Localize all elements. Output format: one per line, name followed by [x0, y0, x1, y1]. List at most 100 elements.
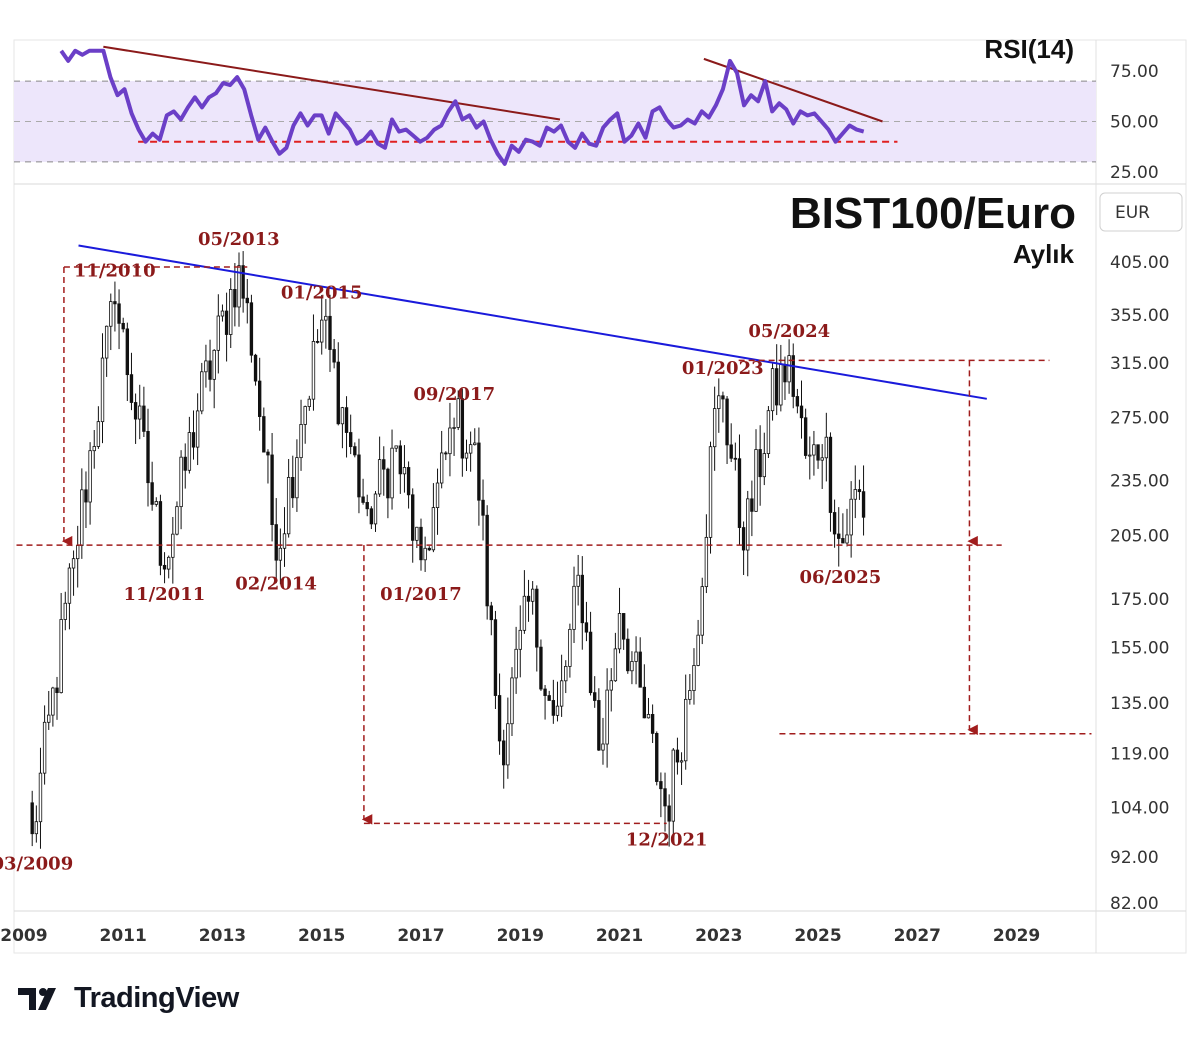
candle — [613, 632, 618, 682]
candle — [473, 428, 477, 446]
price-tick-label: 135.00 — [1110, 694, 1169, 714]
candle — [427, 546, 431, 552]
candle-body — [837, 533, 841, 539]
candle — [812, 430, 816, 476]
tradingview-brand[interactable]: TradingView — [18, 982, 239, 1015]
candle-body — [286, 477, 291, 535]
candle-body — [456, 398, 460, 428]
candle — [229, 278, 233, 349]
candle — [601, 717, 605, 765]
candle-body — [411, 494, 415, 541]
candle-body — [684, 698, 688, 762]
candle-body — [427, 547, 431, 551]
candle-body — [584, 622, 589, 633]
candle-body — [551, 700, 556, 716]
price-tick-label: 155.00 — [1110, 638, 1169, 658]
candle-body — [634, 651, 638, 662]
candle — [348, 414, 353, 455]
candle-body — [76, 545, 80, 560]
candle-body — [133, 402, 138, 420]
candle-body — [224, 310, 229, 335]
candle-body — [291, 477, 295, 499]
candle — [109, 293, 113, 351]
candle-body — [96, 421, 101, 447]
candle-body — [59, 619, 63, 694]
candle — [684, 674, 688, 770]
candle — [448, 402, 452, 477]
candle — [303, 405, 307, 444]
candle-body — [468, 444, 473, 454]
candle — [551, 679, 556, 724]
candle — [725, 396, 729, 465]
candle-body — [121, 322, 125, 330]
candle-body — [315, 341, 320, 343]
candle — [121, 317, 125, 333]
candle-body — [187, 432, 192, 471]
candle — [861, 465, 866, 536]
candle-body — [700, 586, 704, 636]
rsi-tick-label: 50.00 — [1110, 113, 1159, 133]
candle-body — [55, 687, 59, 694]
candle — [663, 772, 667, 832]
candle-body — [253, 354, 258, 382]
time-tick-label: 2029 — [993, 926, 1040, 946]
candle-body — [109, 301, 113, 327]
candle — [92, 430, 96, 469]
candle — [853, 465, 857, 519]
candle — [315, 329, 320, 344]
candle-body — [295, 457, 299, 499]
candle — [444, 451, 448, 461]
candle — [270, 433, 274, 542]
candle — [253, 353, 258, 386]
candle-body — [386, 468, 390, 499]
time-tick-label: 2011 — [100, 926, 147, 946]
price-tick-label: 82.00 — [1110, 894, 1159, 914]
candle-body — [795, 396, 800, 407]
candle-body — [328, 315, 332, 350]
candle-body — [344, 407, 349, 433]
candle — [357, 438, 361, 514]
candle — [278, 528, 283, 585]
candle — [456, 390, 460, 431]
candle-body — [266, 451, 270, 456]
candle — [750, 480, 754, 537]
candle-body — [439, 452, 444, 484]
candle — [125, 322, 130, 402]
candle — [187, 416, 192, 474]
candle — [646, 697, 651, 719]
price-tick-label: 175.00 — [1110, 590, 1169, 610]
candle — [216, 294, 221, 374]
candle — [758, 425, 762, 506]
candle-body — [175, 506, 179, 535]
candle-body — [803, 417, 808, 456]
candle-body — [849, 498, 853, 536]
candle — [67, 563, 72, 630]
annotations: 03/2009 11/2010 05/2013 01/2015 09/2017 01/20… — [0, 229, 881, 875]
candle — [460, 388, 465, 477]
candle-body — [320, 319, 324, 343]
candle — [659, 772, 663, 818]
candle — [241, 251, 245, 313]
candle-body — [88, 450, 92, 503]
trendline — [78, 244, 987, 400]
date-annotation: 03/2009 — [0, 854, 73, 875]
candle-body — [489, 605, 493, 621]
candle-body — [125, 328, 130, 376]
candle-body — [597, 700, 601, 751]
time-axis[interactable]: 2009 2011 2013 2015 2017 2019 2021 2023 2025 2027… — [0, 926, 1040, 946]
candle-body — [154, 501, 158, 505]
candle — [832, 499, 837, 548]
candle — [721, 391, 725, 423]
candle — [220, 304, 225, 322]
candle — [477, 427, 481, 526]
candle — [791, 343, 795, 409]
time-tick-label: 2013 — [199, 926, 246, 946]
overlays — [16, 244, 1092, 825]
price-axis[interactable]: EUR 405.00 355.00 315.00 275.00 235.00 205.00… — [1099, 192, 1183, 914]
candle-body — [725, 398, 729, 446]
candle — [113, 281, 117, 332]
candle-body — [485, 514, 489, 607]
currency-badge[interactable] — [1099, 192, 1183, 232]
candle-body — [679, 760, 684, 763]
